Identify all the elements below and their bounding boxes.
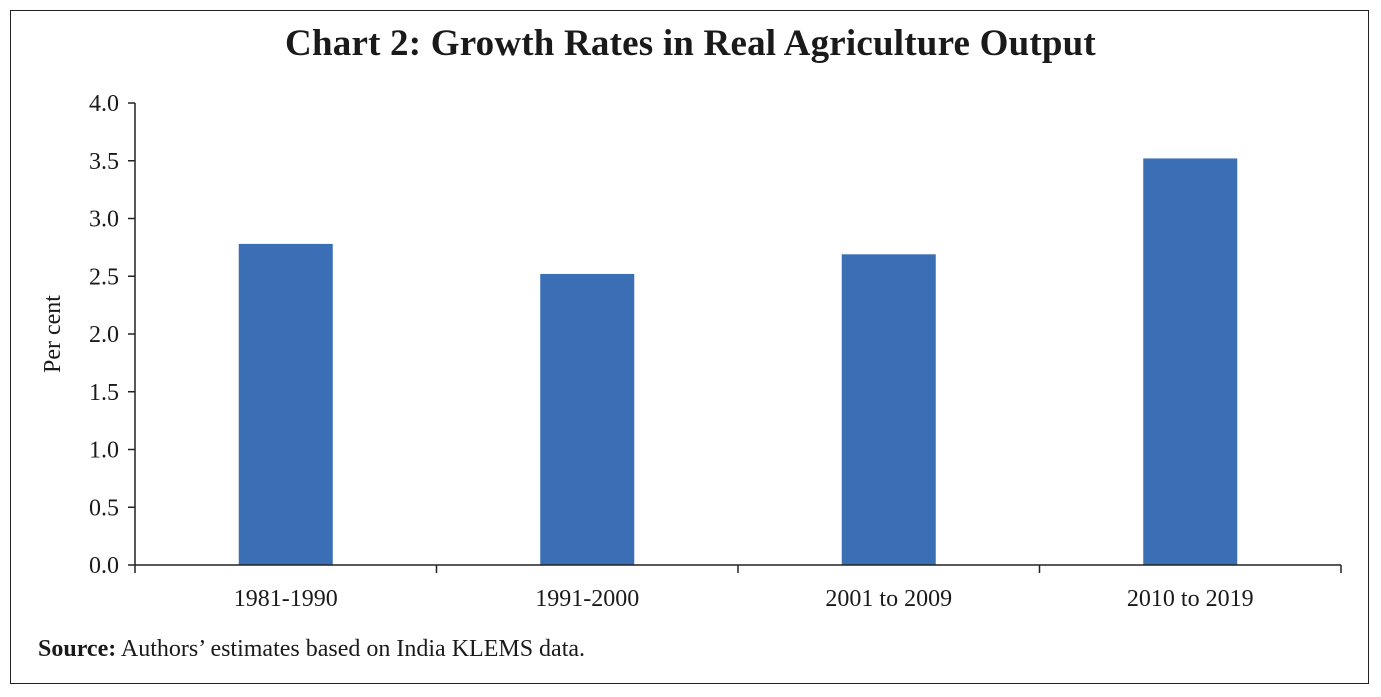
x-ticks-group: 1981-1990 1991-2000 2001 to 2009 2010 to 20… — [134, 565, 1342, 612]
bar-1991-2000 — [540, 273, 635, 565]
y-tick-label: 3.5 — [89, 149, 119, 175]
source-text: Authors’ estimates based on India KLEMS … — [116, 636, 586, 662]
y-tick-label: 1.0 — [89, 438, 119, 464]
source-note: Source: Authors’ estimates based on Indi… — [38, 636, 585, 663]
y-tick-label: 4.0 — [89, 91, 119, 117]
y-tick-label: 0.0 — [89, 553, 119, 579]
y-tick-label: 2.0 — [89, 322, 119, 348]
y-tick-label: 0.5 — [89, 495, 119, 521]
chart-title: Chart 2: Growth Rates in Real Agricultur… — [285, 23, 1096, 64]
bar-2010-to-2019 — [1143, 158, 1238, 565]
y-axis-label: Per cent — [40, 295, 66, 373]
y-tick-label: 2.5 — [89, 264, 119, 290]
bar-1981-1990 — [238, 243, 333, 565]
y-tick-label: 1.5 — [89, 380, 119, 406]
x-tick-label: 2001 to 2009 — [825, 586, 952, 612]
bars-group — [238, 158, 1238, 565]
y-ticks-group: 0.0 0.5 1.0 1.5 2.0 2.5 3.0 3.5 4.0 — [89, 91, 135, 579]
x-tick-label: 1981-1990 — [234, 586, 338, 612]
y-tick-label: 3.0 — [89, 207, 119, 233]
bar-2001-to-2009 — [841, 254, 936, 565]
x-tick-label: 2010 to 2019 — [1127, 586, 1254, 612]
source-label: Source: — [38, 636, 117, 662]
x-tick-label: 1991-2000 — [535, 586, 639, 612]
chart-frame — [10, 10, 1369, 684]
